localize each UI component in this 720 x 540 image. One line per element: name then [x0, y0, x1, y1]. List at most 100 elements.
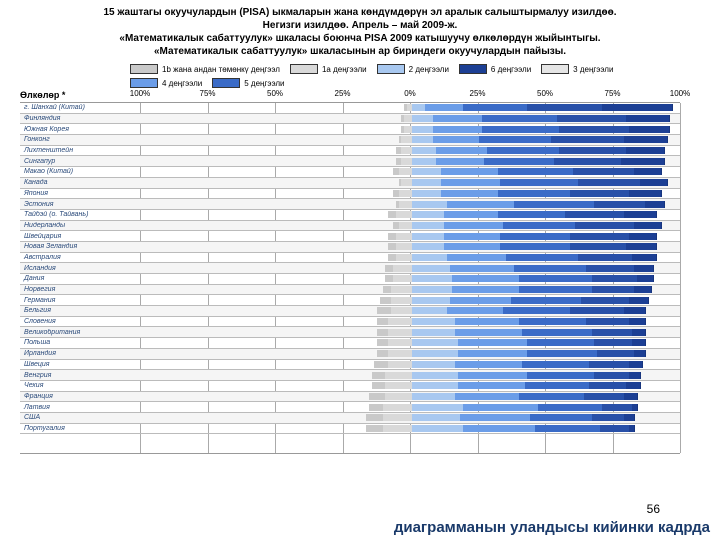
bar-segment	[551, 136, 624, 143]
table-row: Швеция	[20, 360, 680, 371]
bar-segment	[388, 318, 413, 325]
title-l4: «Математикалык сабаттуулук» шкаласынын а…	[20, 45, 700, 58]
legend-swatch	[130, 78, 158, 88]
bar-segment	[594, 372, 630, 379]
bar-segment	[500, 179, 579, 186]
country-label: Португалия	[20, 425, 144, 432]
country-label: Бельгия	[20, 307, 144, 314]
table-row: Великобритания	[20, 327, 680, 338]
table-row: Словения	[20, 317, 680, 328]
stacked-bar	[144, 254, 680, 261]
bar-segment	[455, 393, 520, 400]
bar-segment	[624, 414, 636, 421]
stacked-bar	[144, 136, 680, 143]
country-label: Исландия	[20, 265, 144, 272]
country-label: Великобритания	[20, 329, 144, 336]
title-l3: «Математикалык сабаттуулук» шкаласы боюн…	[20, 32, 700, 45]
title-l1: 15 жаштагы окуучулардын (PISA) ыкмаларын…	[20, 6, 700, 19]
stacked-bar	[144, 414, 680, 421]
bar-segment	[460, 414, 531, 421]
table-row: Ирландия	[20, 349, 680, 360]
stacked-bar	[144, 382, 680, 389]
bar-segment	[412, 158, 437, 165]
table-row: Тайбэй (о. Тайвань)	[20, 210, 680, 221]
bar-segment	[433, 115, 482, 122]
chart: 100%75%50%25%0%25%50%75%100% г. Шанхай (…	[20, 102, 680, 454]
bar-segment	[602, 404, 632, 411]
country-label: Венгрия	[20, 372, 144, 379]
bar-segment	[484, 158, 555, 165]
bar-segment	[589, 382, 628, 389]
bar-segment	[412, 286, 453, 293]
legend-item: 3 деңгээли	[541, 64, 613, 74]
bar-segment	[455, 329, 523, 336]
table-row: Гонконг	[20, 135, 680, 146]
bar-segment	[629, 372, 641, 379]
axis: 100%75%50%25%0%25%50%75%100%	[140, 89, 680, 101]
legend-label: 5 деңгээли	[244, 79, 284, 88]
country-label: Канада	[20, 179, 144, 186]
bar-segment	[388, 350, 413, 357]
continuation-note: диаграмманын уландысы кийинки кадрда	[394, 519, 710, 536]
country-label: Макао (Китай)	[20, 168, 144, 175]
country-label: Финляндия	[20, 115, 144, 122]
bar-segment	[519, 275, 592, 282]
bar-segment	[559, 126, 630, 133]
bar-segment	[412, 168, 442, 175]
country-label: Словения	[20, 318, 144, 325]
bar-segment	[412, 265, 451, 272]
bar-segment	[557, 115, 628, 122]
stacked-bar	[144, 329, 680, 336]
bar-segment	[500, 233, 571, 240]
country-label: Япония	[20, 190, 144, 197]
bar-segment	[433, 126, 482, 133]
axis-tick: 75%	[199, 89, 215, 98]
bar-segment	[412, 147, 437, 154]
stacked-bar	[144, 243, 680, 250]
bar-segment	[578, 179, 641, 186]
bar-segment	[391, 297, 413, 304]
bar-segment	[374, 361, 388, 368]
table-row: Япония	[20, 189, 680, 200]
bar-segment	[592, 329, 633, 336]
bar-segment	[396, 211, 413, 218]
bar-segment	[412, 222, 445, 229]
bar-segment	[412, 233, 445, 240]
bar-segment	[412, 361, 456, 368]
bar-segment	[629, 126, 670, 133]
bar-segment	[412, 211, 445, 218]
bar-segment	[624, 136, 668, 143]
bar-segment	[586, 318, 630, 325]
bar-segment	[634, 168, 662, 175]
bar-segment	[519, 393, 584, 400]
bar-segment	[626, 147, 665, 154]
bar-segment	[425, 104, 464, 111]
stacked-bar	[144, 211, 680, 218]
table-row: Германия	[20, 295, 680, 306]
bar-segment	[525, 382, 590, 389]
legend-swatch	[541, 64, 569, 74]
bar-segment	[514, 265, 587, 272]
bar-segment	[594, 339, 633, 346]
bar-segment	[626, 382, 640, 389]
bar-segment	[412, 393, 456, 400]
bar-segment	[399, 222, 413, 229]
bar-segment	[592, 286, 636, 293]
bar-segment	[570, 307, 625, 314]
stacked-bar	[144, 265, 680, 272]
stacked-bar	[144, 222, 680, 229]
bar-segment	[388, 339, 413, 346]
bar-segment	[624, 211, 657, 218]
bar-segment	[629, 297, 649, 304]
bar-segment	[369, 404, 383, 411]
country-label: Латвия	[20, 404, 144, 411]
table-row: США	[20, 413, 680, 424]
bar-segment	[412, 104, 426, 111]
bar-segment	[578, 254, 633, 261]
bar-segment	[441, 168, 498, 175]
bar-segment	[640, 179, 668, 186]
axis-tick: 100%	[130, 89, 150, 98]
bar-segment	[503, 307, 571, 314]
axis-tick: 75%	[604, 89, 620, 98]
bar-segment	[412, 190, 442, 197]
